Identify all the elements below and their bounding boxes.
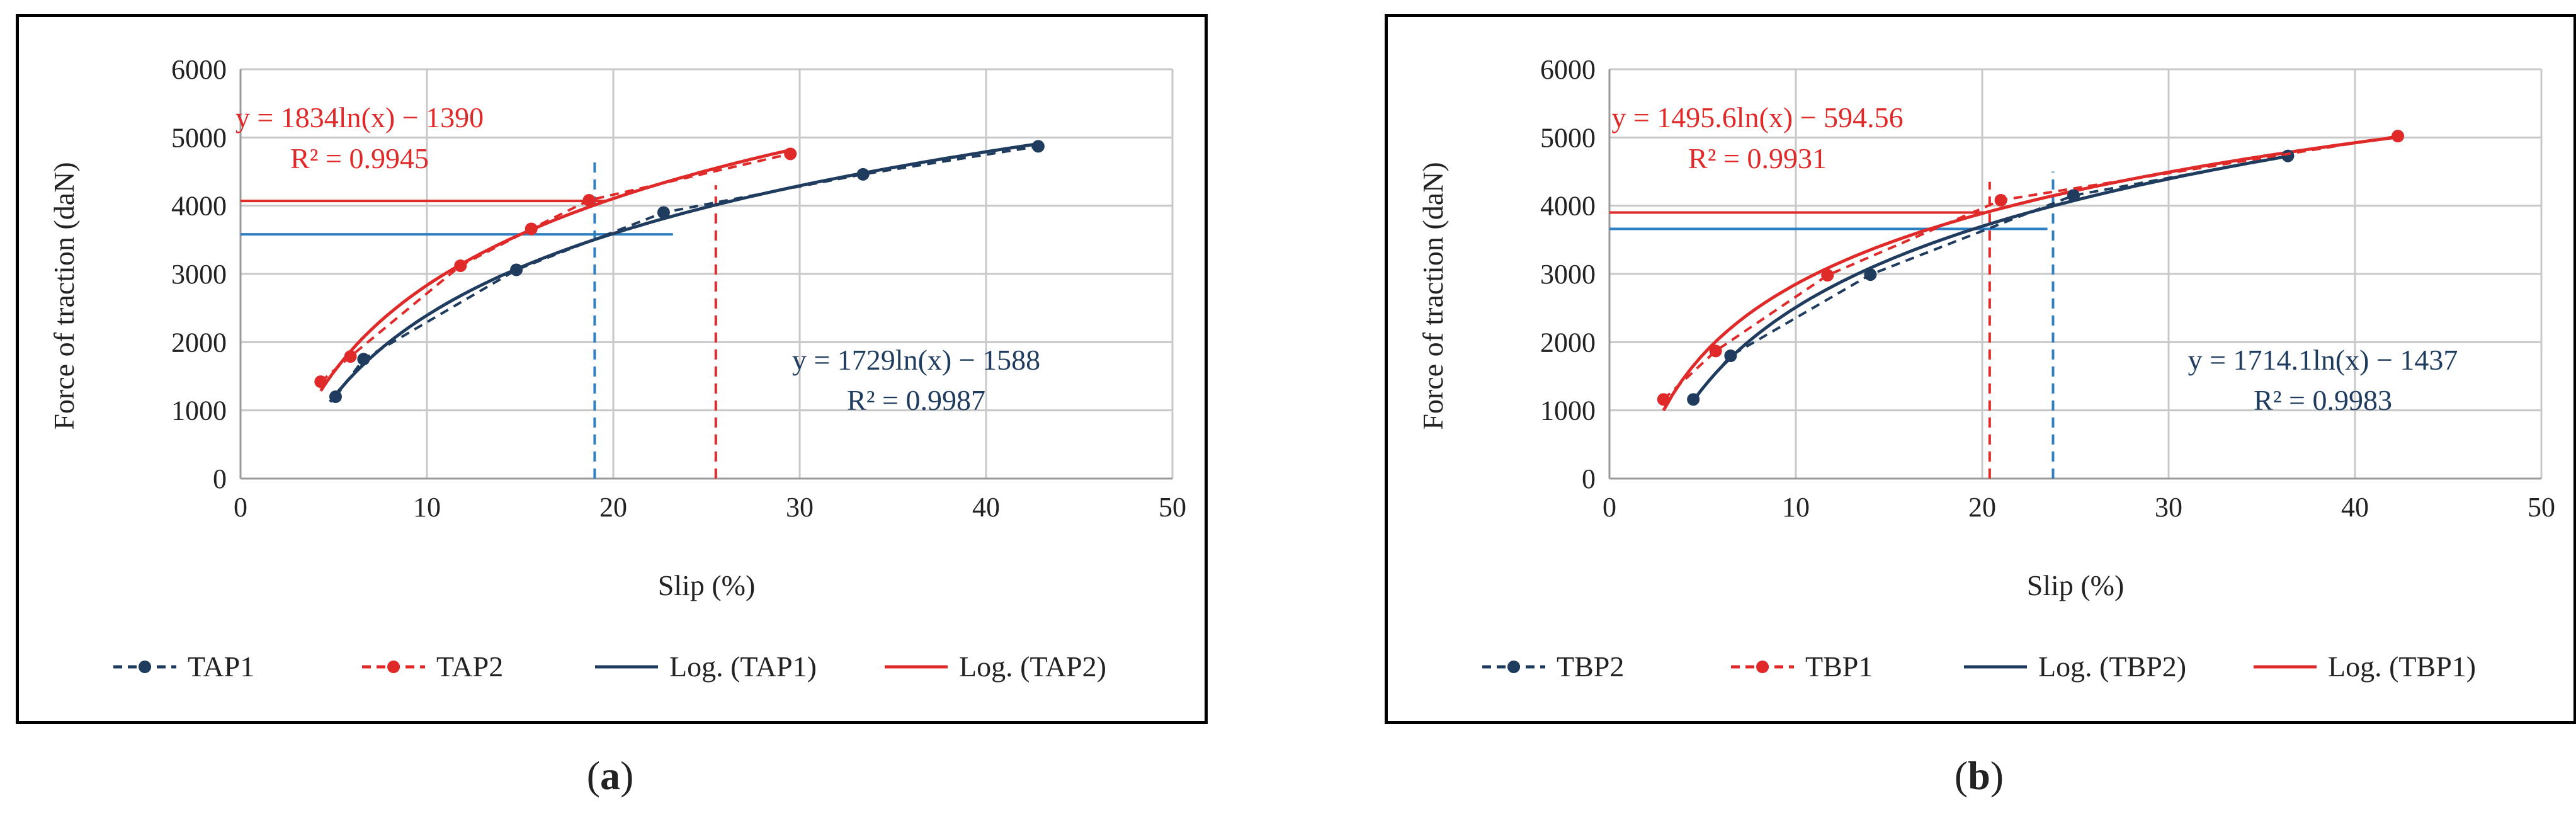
x-tick-label: 50 bbox=[1159, 492, 1186, 523]
y-tick-label: 5000 bbox=[1540, 122, 1596, 153]
x-tick-label: 10 bbox=[1782, 492, 1810, 523]
data-point-tap1 bbox=[856, 167, 870, 181]
legend-label: TBP1 bbox=[1805, 650, 1873, 683]
trendline-r-squared: R² = 0.9931 bbox=[1688, 142, 1827, 174]
x-axis-title: Slip (%) bbox=[2027, 569, 2125, 601]
caption-b: (b) bbox=[1954, 753, 2004, 798]
legend-label: Log. (TBP1) bbox=[2328, 650, 2476, 683]
x-tick-label: 0 bbox=[1603, 492, 1616, 523]
y-axis-title: Force of traction (daN) bbox=[1417, 162, 1449, 429]
data-point-tap2 bbox=[344, 350, 357, 363]
data-point-tap1 bbox=[510, 263, 523, 276]
legend-label: Log. (TAP2) bbox=[959, 650, 1106, 683]
legend-marker bbox=[1507, 661, 1520, 673]
data-point-tbp2 bbox=[1864, 268, 1877, 281]
trendline-r-squared: R² = 0.9945 bbox=[290, 142, 429, 174]
data-point-tap2 bbox=[454, 259, 467, 272]
series-line-tbp1 bbox=[1662, 135, 2398, 400]
data-point-tbp2 bbox=[2281, 149, 2295, 162]
legend-label: TAP1 bbox=[188, 650, 254, 683]
chart-panel-b: 0 1000 2000 3000 4000 5000 6000 0 10 20 30 40 50 Slip… bbox=[1385, 14, 2576, 724]
x-tick-label: 20 bbox=[1968, 492, 1996, 523]
x-tick-label: 40 bbox=[2341, 492, 2369, 523]
x-tick-label: 0 bbox=[234, 492, 247, 523]
x-tick-label: 30 bbox=[786, 492, 814, 523]
x-axis-title: Slip (%) bbox=[658, 569, 756, 601]
legend-label: TAP2 bbox=[436, 650, 503, 683]
x-tick-label: 20 bbox=[599, 492, 627, 523]
x-tick-label: 30 bbox=[2155, 492, 2182, 523]
data-point-tap2 bbox=[314, 375, 327, 389]
data-point-tbp1 bbox=[1657, 393, 1670, 406]
y-tick-label: 4000 bbox=[171, 191, 227, 222]
data-point-tap1 bbox=[329, 390, 342, 403]
chart-a-svg: 0 1000 2000 3000 4000 5000 6000 0 10 20 30 40 50 Slip… bbox=[48, 54, 1186, 683]
y-tick-label: 2000 bbox=[1540, 327, 1596, 358]
data-point-tbp1 bbox=[2392, 130, 2405, 143]
legend-label: TBP2 bbox=[1557, 650, 1624, 683]
series-line-tap2 bbox=[320, 152, 791, 383]
caption-a: (a) bbox=[586, 753, 634, 798]
legend-label: Log. (TBP2) bbox=[2038, 650, 2186, 683]
trendline-log-tap1- bbox=[329, 142, 1043, 403]
y-tick-label: 3000 bbox=[171, 259, 227, 290]
trendline-equation: y = 1834ln(x) − 1390 bbox=[235, 101, 484, 133]
data-point-tap1 bbox=[657, 206, 670, 219]
y-axis-title: Force of traction (daN) bbox=[48, 162, 80, 429]
data-point-tbp2 bbox=[1724, 349, 1737, 362]
trendline-equation: y = 1729ln(x) − 1588 bbox=[792, 344, 1040, 376]
y-tick-label: 3000 bbox=[1540, 259, 1596, 290]
data-point-tap1 bbox=[357, 353, 370, 366]
chart-b-svg: 0 1000 2000 3000 4000 5000 6000 0 10 20 30 40 50 Slip… bbox=[1417, 54, 2555, 683]
data-point-tbp2 bbox=[1687, 393, 1700, 406]
trendline-log-tbp2- bbox=[1692, 154, 2288, 402]
legend-marker bbox=[139, 661, 151, 673]
data-point-tbp2 bbox=[2067, 189, 2080, 202]
trendline-r-squared: R² = 0.9987 bbox=[847, 384, 985, 416]
y-tick-label: 6000 bbox=[1540, 54, 1596, 85]
y-tick-label: 4000 bbox=[1540, 191, 1596, 222]
data-point-tap1 bbox=[1031, 140, 1045, 153]
x-tick-label: 40 bbox=[972, 492, 1000, 523]
y-tick-label: 1000 bbox=[171, 395, 227, 426]
data-point-tap2 bbox=[784, 147, 797, 161]
chart-panel-a: 0 1000 2000 3000 4000 5000 6000 0 10 20 30 40 50 Slip… bbox=[16, 14, 1208, 724]
y-tick-label: 2000 bbox=[171, 327, 227, 358]
data-point-tap2 bbox=[582, 194, 596, 207]
trendline-equation: y = 1495.6ln(x) − 594.56 bbox=[1611, 101, 1903, 133]
x-tick-label: 50 bbox=[2528, 492, 2555, 523]
legend-label: Log. (TAP1) bbox=[669, 650, 817, 683]
x-tick-label: 10 bbox=[413, 492, 441, 523]
trendline-log-tbp1- bbox=[1662, 135, 2398, 412]
y-tick-label: 6000 bbox=[171, 54, 227, 85]
y-tick-label: 5000 bbox=[171, 122, 227, 153]
y-tick-label: 1000 bbox=[1540, 395, 1596, 426]
legend-marker bbox=[387, 661, 400, 673]
legend-marker bbox=[1756, 661, 1769, 673]
data-point-tbp1 bbox=[1821, 269, 1834, 282]
trendline-r-squared: R² = 0.9983 bbox=[2254, 384, 2392, 416]
series-line-tap1 bbox=[334, 145, 1039, 398]
trendline-equation: y = 1714.1ln(x) − 1437 bbox=[2188, 344, 2458, 376]
trendline-log-tap2- bbox=[319, 148, 791, 392]
y-tick-label: 0 bbox=[1582, 463, 1596, 494]
data-point-tbp1 bbox=[1994, 194, 2007, 207]
data-point-tap2 bbox=[525, 222, 538, 236]
data-point-tbp1 bbox=[1709, 344, 1722, 358]
y-tick-label: 0 bbox=[213, 463, 227, 494]
